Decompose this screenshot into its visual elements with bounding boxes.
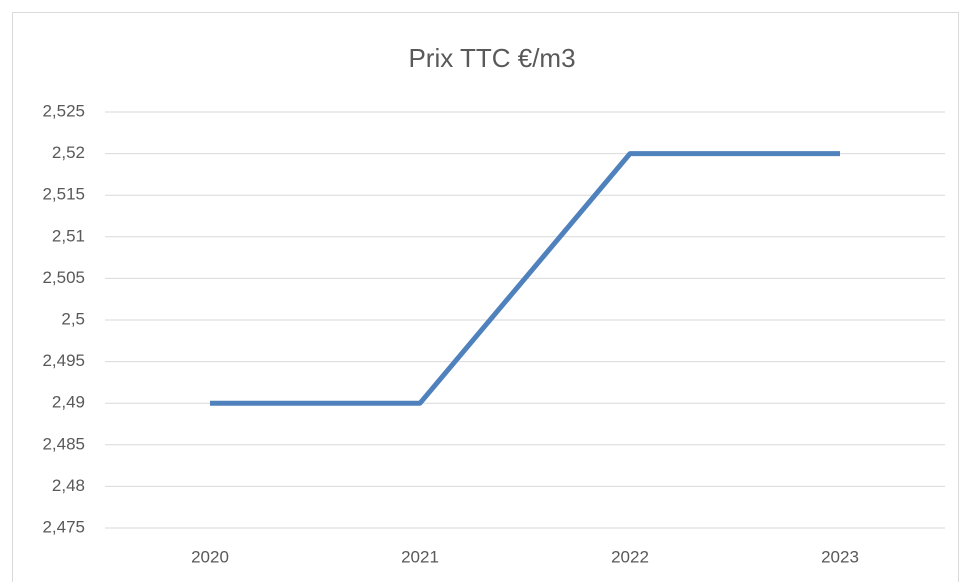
x-tick-label: 2021 — [401, 547, 439, 566]
y-tick-label: 2,48 — [52, 476, 85, 495]
chart-frame — [12, 12, 959, 582]
x-tick-label: 2020 — [191, 547, 229, 566]
y-tick-label: 2,495 — [42, 351, 85, 370]
y-tick-label: 2,5 — [61, 309, 85, 328]
y-tick-label: 2,525 — [42, 101, 85, 120]
x-tick-label: 2023 — [821, 547, 859, 566]
chart-title: Prix TTC €/m3 — [408, 43, 575, 73]
y-tick-label: 2,515 — [42, 185, 85, 204]
y-tick-label: 2,485 — [42, 434, 85, 453]
y-tick-label: 2,475 — [42, 517, 85, 536]
y-tick-label: 2,51 — [52, 226, 85, 245]
y-tick-label: 2,52 — [52, 143, 85, 162]
y-tick-label: 2,505 — [42, 268, 85, 287]
y-tick-label: 2,49 — [52, 393, 85, 412]
line — [210, 151, 840, 406]
x-tick-label: 2022 — [611, 547, 649, 566]
